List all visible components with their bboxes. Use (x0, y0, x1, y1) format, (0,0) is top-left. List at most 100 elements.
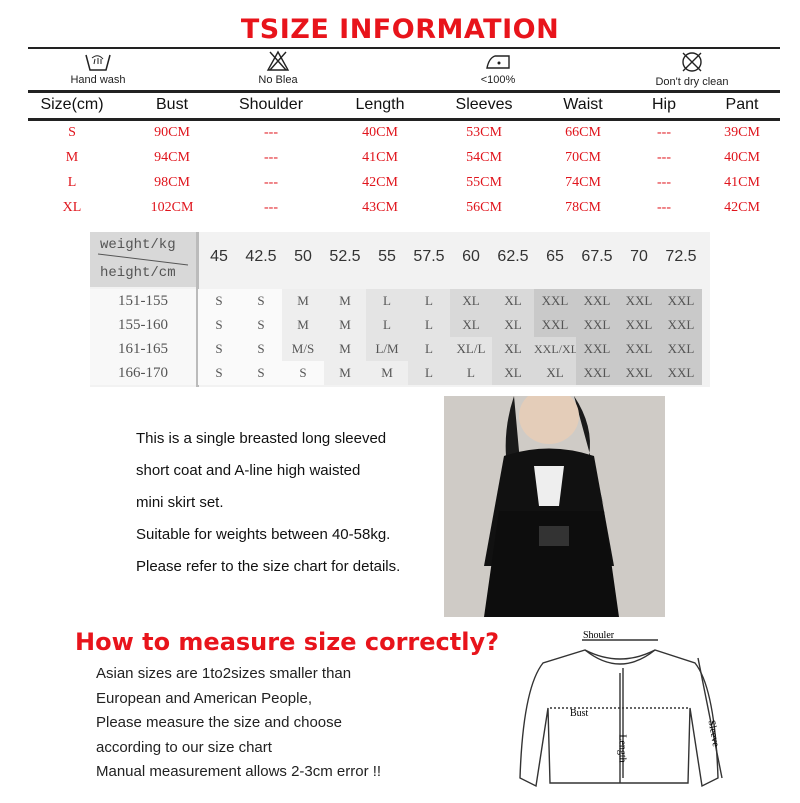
size-cell: S (198, 361, 240, 385)
size-cell: S (198, 313, 240, 337)
size-cell: XXL (576, 313, 618, 337)
weight-header: 67.5 (581, 248, 613, 265)
size-cell: 56CM (466, 200, 502, 215)
size-cell: 102CM (150, 200, 194, 215)
weight-header: 70 (630, 248, 648, 265)
height-cell: 155-160 (90, 313, 196, 337)
size-cell: 42CM (362, 175, 398, 190)
size-cell: --- (264, 175, 278, 190)
size-cell: L (366, 289, 408, 313)
size-cell: L (408, 313, 450, 337)
care-label: Hand wash (70, 74, 126, 86)
length-label: Length (616, 734, 628, 763)
description-line: Suitable for weights between 40-58kg. (136, 526, 391, 543)
height-cell: 151-155 (90, 289, 196, 313)
size-cell: XXL (618, 313, 660, 337)
size-cell: XXL (660, 337, 702, 361)
measurement-diagram: Shouler Bust Length Sleeve (490, 628, 740, 798)
no-bleach-icon (198, 50, 358, 72)
size-cell: 41CM (724, 175, 760, 190)
weight-header: 62.5 (497, 248, 529, 265)
size-cell: --- (657, 150, 671, 165)
note-line: European and American People, (96, 689, 312, 707)
divider (28, 47, 780, 49)
size-cell: 66CM (565, 125, 601, 140)
size-cell: XL (450, 313, 492, 337)
size-cell: XXL (534, 289, 576, 313)
care-label: No Blea (258, 74, 298, 86)
care-item: Hand wash (18, 50, 178, 86)
weight-label: weight/kg (100, 237, 176, 253)
weight-header: 52.5 (329, 248, 361, 265)
note-line: Asian sizes are 1to2sizes smaller than (96, 665, 352, 682)
size-cell: XXL (660, 289, 702, 313)
height-cell: 161-165 (90, 337, 196, 361)
weight-header: 60 (462, 248, 480, 265)
size-cell: L (450, 361, 492, 385)
size-cell: S (282, 361, 324, 385)
size-cell: --- (264, 200, 278, 215)
description-line: mini skirt set. (136, 494, 224, 511)
corner-cell: weight/kg height/cm (90, 232, 196, 287)
size-cell: XXL (534, 313, 576, 337)
size-cell: 54CM (466, 150, 502, 165)
size-cell: XXL (576, 361, 618, 385)
weight-header: 72.5 (665, 248, 697, 265)
size-cell: 43CM (362, 200, 398, 215)
weight-header: 65 (546, 248, 564, 265)
size-cell: XL (492, 361, 534, 385)
size-cell: XL (492, 289, 534, 313)
weight-header: 42.5 (245, 248, 277, 265)
size-cell: 70CM (565, 150, 601, 165)
care-item: <100% (418, 50, 578, 86)
size-cell: --- (657, 175, 671, 190)
size-cell: 55CM (466, 175, 502, 190)
size-cell: 94CM (154, 150, 190, 165)
size-cell: XXL (660, 313, 702, 337)
size-cell: 78CM (565, 200, 601, 215)
care-label: <100% (480, 74, 516, 86)
size-cell: L (408, 337, 450, 361)
size-cell: XL (492, 337, 534, 361)
weight-header: 50 (294, 248, 312, 265)
size-cell: M/S (282, 337, 324, 361)
size-cell: M (324, 313, 366, 337)
shoulder-label: Shouler (583, 630, 615, 641)
size-cell: 42CM (724, 200, 760, 215)
weight-header: 57.5 (413, 248, 445, 265)
height-label: height/cm (100, 265, 176, 281)
size-cell: M (65, 150, 79, 165)
size-cell: S (198, 337, 240, 361)
note-line: Manual measurement allows 2-3cm error !! (96, 763, 382, 780)
size-cell: M (282, 313, 324, 337)
size-cell: M (324, 289, 366, 313)
size-cell: XXL (576, 289, 618, 313)
size-cell: L (366, 313, 408, 337)
size-cell: S (240, 361, 282, 385)
size-cell: XXL (618, 337, 660, 361)
column-header: Hip (651, 96, 677, 113)
size-cell: S (198, 289, 240, 313)
column-header: Length (355, 96, 405, 113)
column-header: Shoulder (238, 96, 304, 113)
size-cell: XXL (576, 337, 618, 361)
size-cell: --- (264, 150, 278, 165)
size-cell: XXL (618, 289, 660, 313)
size-cell: L (67, 175, 77, 190)
care-label: Don't dry clean (655, 76, 729, 88)
note-line: according to our size chart (96, 738, 272, 756)
size-cell: L (408, 361, 450, 385)
weight-header: 55 (378, 248, 396, 265)
size-cell: --- (657, 125, 671, 140)
size-cell: XL (492, 313, 534, 337)
size-cell: XXL/XL (534, 337, 578, 361)
size-cell: 98CM (154, 175, 190, 190)
column-header: Sleeves (455, 96, 513, 113)
divider (28, 118, 780, 121)
column-header: Pant (725, 96, 759, 113)
column-header: Bust (155, 96, 189, 113)
no-dry-clean-icon (612, 50, 772, 74)
howto-title: How to measure size correctly? (75, 628, 500, 656)
divider (28, 90, 780, 93)
size-cell: S (240, 313, 282, 337)
